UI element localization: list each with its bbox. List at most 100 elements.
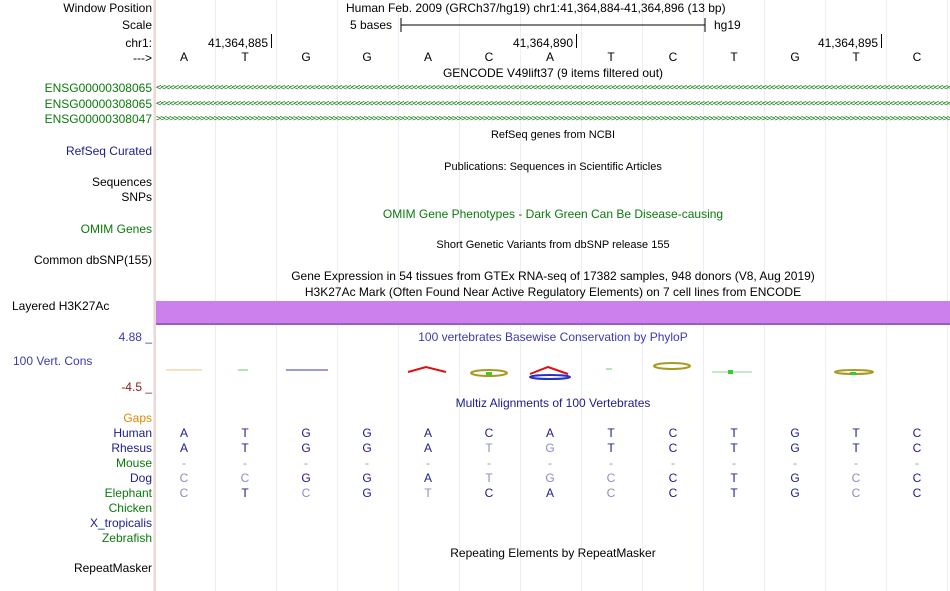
cons-track-label[interactable]: 100 Vert. Cons [13,354,93,368]
scale-bar [400,18,706,32]
alignment-base: T [852,426,860,440]
alignment-base: - [793,456,797,470]
alignment-base: C [912,486,922,500]
alignment-base: - [548,456,552,470]
alignment-base: C [668,426,678,440]
position-text: Human Feb. 2009 (GRCh37/hg19) chr1:41,36… [346,1,726,15]
gene-label-1[interactable]: ENSG00000308065 [44,81,152,95]
alignment-base: A [179,426,188,440]
alignment-base: T [730,471,738,485]
species-label[interactable]: Elephant [104,486,152,500]
layered-h3k27ac-label[interactable]: Layered H3K27Ac [12,299,110,313]
sequence-base: G [301,50,311,64]
alignment-base: - [304,456,308,470]
gene-feature-1[interactable]: <<<<<<<<<<<<<<<<<<<<<<<<<<<<<<<<<<<<<<<<… [156,83,950,93]
strand-label: ---> [133,51,152,65]
grid-line [215,0,216,591]
omim-track-title: OMIM Gene Phenotypes - Dark Green Can Be… [382,207,724,221]
omim-genes-label[interactable]: OMIM Genes [80,222,152,236]
sequence-base: T [241,50,249,64]
alignment-base: A [423,441,432,455]
sequence-base: C [668,50,678,64]
label-separator[interactable] [154,0,156,591]
alignment-base: T [607,426,615,440]
alignment-base: T [241,441,249,455]
scale-label: Scale [121,18,152,32]
gene-label-2[interactable]: ENSG00000308065 [44,97,152,111]
coordinate-tick-mark [576,34,577,48]
grid-line [520,0,521,591]
alignment-base: T [730,486,738,500]
alignment-base: C [179,471,189,485]
alignment-base: T [424,486,432,500]
alignment-base: - [609,456,613,470]
alignment-base: C [912,426,922,440]
grid-line [581,0,582,591]
grid-line [764,0,765,591]
grid-line [153,0,154,591]
alignment-base: - [426,456,430,470]
alignment-base: C [240,471,250,485]
grid-line [825,0,826,591]
gtex-track-title: Gene Expression in 54 tissues from GTEx … [291,269,815,283]
grid-line [459,0,460,591]
snps-label[interactable]: SNPs [121,190,152,204]
alignment-base: G [301,471,311,485]
alignment-base: C [912,441,922,455]
cons-track-title: 100 vertebrates Basewise Conservation by… [418,330,688,344]
species-label[interactable]: Mouse [115,456,152,470]
gene-feature-3[interactable]: >>>>>>>>>>>>>>>>>>>>>>>>>>>>>>>>>>>>>>>>… [156,114,950,124]
species-label[interactable]: Rhesus [111,441,152,455]
alignment-base: T [241,426,249,440]
sequence-base: C [912,50,922,64]
h3k27ac-signal-bar[interactable] [156,301,950,325]
chrom-label: chr1: [125,36,152,50]
gene-label-3[interactable]: ENSG00000308047 [44,112,152,126]
refseq-curated-label[interactable]: RefSeq Curated [65,144,152,158]
dbsnp-track-title: Short Genetic Variants from dbSNP releas… [436,239,670,251]
alignment-base: - [243,456,247,470]
alignment-base: G [362,486,372,500]
repeatmasker-label[interactable]: RepeatMasker [73,561,152,575]
coordinate-tick-label: 41,364,890 [512,36,573,50]
coordinate-tick-label: 41,364,885 [207,36,268,50]
alignment-base: G [790,426,800,440]
alignment-base: C [606,486,616,500]
alignment-base: - [671,456,675,470]
sequence-base: G [362,50,372,64]
gene-feature-2[interactable]: <<<<<<<<<<<<<<<<<<<<<<<<<<<<<<<<<<<<<<<<… [156,99,950,109]
species-label[interactable]: Human [113,426,152,440]
phylop-conservation-plot[interactable] [156,355,950,385]
assembly-text: hg19 [714,18,741,32]
alignment-base: G [790,471,800,485]
coordinate-tick-label: 41,364,895 [817,36,878,50]
alignment-base: C [484,486,494,500]
sequence-base: A [423,50,432,64]
alignment-base: - [182,456,186,470]
sequence-base: A [179,50,188,64]
repeatmasker-track-title: Repeating Elements by RepeatMasker [450,546,656,560]
species-label[interactable]: Chicken [108,501,152,515]
alignment-base: A [423,471,432,485]
gaps-label[interactable]: Gaps [123,411,152,425]
sequence-base: G [790,50,800,64]
common-dbsnp-label[interactable]: Common dbSNP(155) [33,253,152,267]
species-label[interactable]: Zebrafish [101,531,152,545]
sequence-base: A [545,50,554,64]
alignment-base: C [484,426,494,440]
track-label-column: Window Position Scale chr1: ---> ENSG000… [0,0,155,591]
sequences-label[interactable]: Sequences [91,175,152,189]
alignment-base: A [545,426,554,440]
alignment-base: C [668,441,678,455]
alignment-base: G [362,471,372,485]
track-image[interactable]: Human Feb. 2009 (GRCh37/hg19) chr1:41,36… [153,0,950,591]
window-position-label: Window Position [63,1,152,15]
species-label[interactable]: X_tropicalis [89,516,152,530]
sequence-base: T [852,50,860,64]
grid-line [886,0,887,591]
coordinate-tick-mark [881,34,882,48]
cons-max-label: 4.88 _ [118,330,152,344]
alignment-base: - [487,456,491,470]
species-label[interactable]: Dog [129,471,152,485]
grid-line [276,0,277,591]
